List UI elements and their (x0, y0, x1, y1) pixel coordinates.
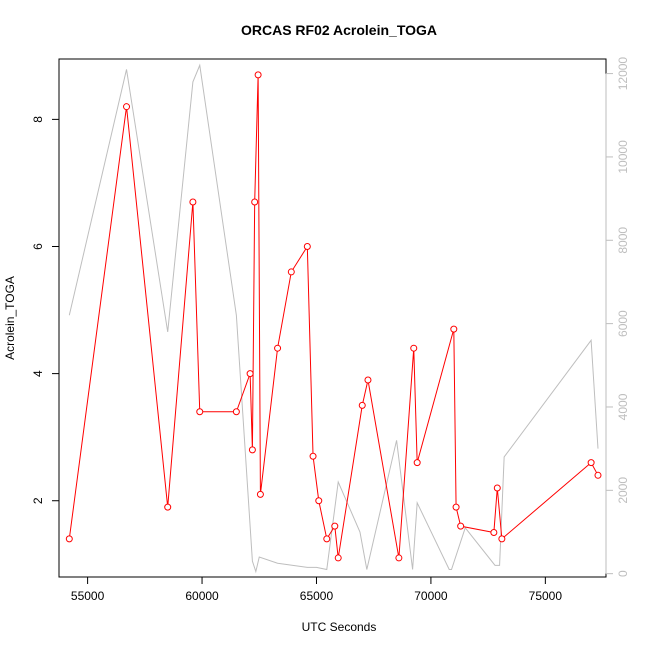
data-point-16 (315, 497, 323, 505)
data-point-12 (274, 344, 282, 352)
y-tick-label-2: 2 (31, 497, 45, 504)
data-point-24 (413, 459, 421, 467)
x-tick-label-70000: 70000 (414, 589, 448, 603)
data-point-27 (457, 522, 465, 530)
x-tick-label-60000: 60000 (185, 589, 219, 603)
plot-area (65, 63, 602, 574)
data-point-13 (287, 268, 295, 276)
y-tick-label-4: 4 (31, 370, 45, 377)
data-point-11 (256, 490, 264, 498)
plot-frame (58, 58, 607, 578)
data-point-23 (410, 344, 418, 352)
data-point-3 (164, 503, 172, 511)
data-point-19 (334, 554, 342, 562)
data-point-26 (452, 503, 460, 511)
data-point-1 (65, 535, 73, 543)
data-point-28 (490, 529, 498, 537)
y2-tick-label-0: 0 (616, 570, 630, 577)
x-tick-label-55000: 55000 (71, 589, 105, 603)
y2-tick-label-2000: 2000 (616, 477, 630, 504)
data-point-10 (254, 71, 262, 79)
y-axis-label: Acrolein_TOGA (3, 276, 17, 360)
data-point-7 (246, 370, 254, 378)
y2-tick-label-10000: 10000 (616, 140, 630, 174)
data-point-21 (364, 376, 372, 384)
y2-tick-label-12000: 12000 (616, 57, 630, 91)
data-point-6 (232, 408, 240, 416)
series-line-right (68, 63, 599, 574)
y-tick-label-6: 6 (31, 243, 45, 250)
y-axis-left: 2 4 6 8 (31, 116, 60, 504)
y2-tick-label-8000: 8000 (616, 227, 630, 254)
data-point-31 (587, 459, 595, 467)
chart-title: ORCAS RF02 Acrolein_TOGA (241, 22, 437, 38)
data-point-5 (196, 408, 204, 416)
data-point-15 (309, 452, 317, 460)
data-point-4 (189, 198, 197, 206)
x-tick-label-75000: 75000 (529, 589, 563, 603)
data-point-32 (594, 471, 602, 479)
data-point-8 (248, 446, 256, 454)
data-point-14 (303, 243, 311, 250)
y-tick-label-8: 8 (31, 116, 45, 123)
data-point-17 (323, 535, 331, 543)
y-axis-right: 0 2000 4000 6000 8000 10000 12000 (605, 57, 630, 577)
data-point-25 (450, 325, 458, 333)
y2-tick-label-4000: 4000 (616, 393, 630, 420)
data-point-18 (331, 522, 339, 530)
data-point-30 (498, 535, 506, 543)
y2-tick-label-6000: 6000 (616, 310, 630, 337)
x-axis-label: UTC Seconds (302, 620, 377, 634)
data-point-9 (251, 198, 259, 206)
series-line-left (68, 74, 599, 559)
data-point-22 (395, 554, 403, 562)
data-point-20 (358, 401, 366, 409)
data-point-29 (493, 484, 501, 492)
x-tick-label-65000: 65000 (300, 589, 334, 603)
data-point-2 (123, 103, 131, 111)
x-axis: 55000 60000 65000 70000 75000 (71, 576, 563, 603)
